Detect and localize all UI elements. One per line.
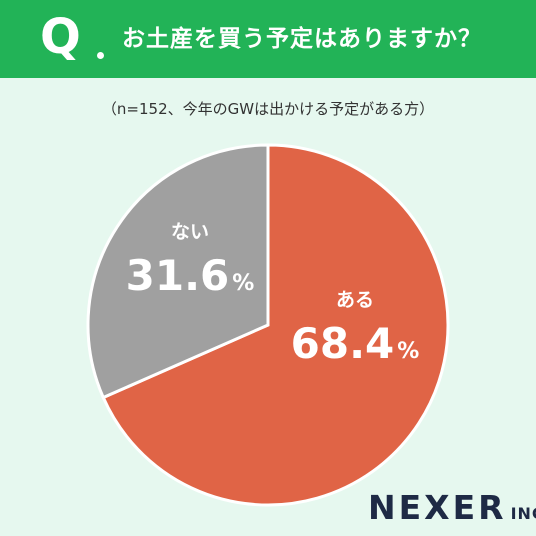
question-header: Q お土産を買う予定はありますか？ bbox=[0, 0, 536, 78]
slice-label-0: ある bbox=[336, 289, 374, 311]
q-dot-icon bbox=[97, 52, 104, 59]
slice-label-1: ない bbox=[171, 221, 209, 243]
pie-slice-1 bbox=[86, 143, 270, 400]
pie-slice-0 bbox=[101, 143, 450, 507]
q-mark: Q bbox=[40, 9, 81, 65]
question-title: お土産を買う予定はありますか？ bbox=[122, 26, 482, 52]
pie-slices bbox=[86, 143, 450, 507]
pie-labels: ある 68.4 % ない 31.6% bbox=[126, 221, 420, 368]
slice-value-1: 31.6% bbox=[126, 251, 255, 300]
sample-note: （n=152、今年のGWは出かける予定がある方） bbox=[101, 100, 435, 118]
brand-suffix: INC. bbox=[510, 504, 536, 523]
slice-value-0: 68.4% bbox=[291, 319, 420, 368]
brand-name: NEXER bbox=[368, 488, 507, 527]
brand-logo: NEXERINC. bbox=[368, 488, 536, 527]
